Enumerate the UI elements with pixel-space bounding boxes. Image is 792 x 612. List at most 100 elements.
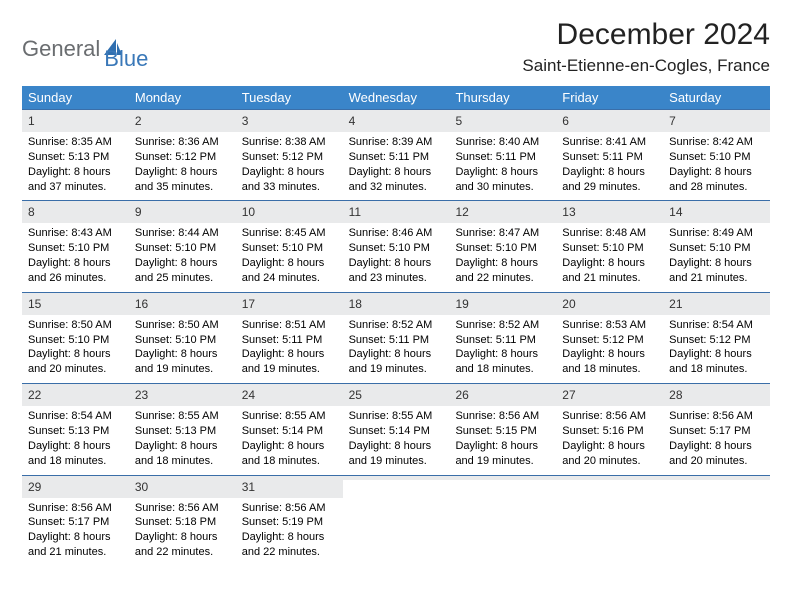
calendar-cell: 21 Sunrise: 8:54 AMSunset: 5:12 PMDayligh…	[663, 292, 770, 383]
calendar-cell: 2Sunrise: 8:36 AMSunset: 5:12 PMDaylight…	[129, 109, 236, 200]
day-number: 30	[135, 480, 148, 494]
day-number: 23	[135, 388, 148, 402]
daylight-text: and 29 minutes.	[562, 180, 657, 195]
sunset-text: Sunset: 5:11 PM	[455, 150, 550, 165]
calendar-cell: 5Sunrise: 8:40 AMSunset: 5:11 PMDaylight…	[449, 109, 556, 200]
sunrise-text: Sunrise: 8:47 AM	[455, 226, 550, 241]
daynum-row: 10	[236, 200, 343, 223]
cell-body: Sunrise: 8:41 AMSunset: 5:11 PMDaylight:…	[556, 132, 663, 194]
cell-body: Sunrise: 8:56 AMSunset: 5:19 PMDaylight:…	[236, 498, 343, 560]
daylight-text: and 24 minutes.	[242, 271, 337, 286]
day-number: 12	[455, 205, 468, 219]
daynum-row: 16	[129, 292, 236, 315]
daynum-row: 9	[129, 200, 236, 223]
cell-body: Sunrise: 8:54 AMSunset: 5:12 PMDaylight:…	[663, 315, 770, 377]
sunset-text: Sunset: 5:18 PM	[135, 515, 230, 530]
daylight-text: Daylight: 8 hours	[349, 347, 444, 362]
sunset-text: Sunset: 5:10 PM	[135, 333, 230, 348]
sunset-text: Sunset: 5:10 PM	[562, 241, 657, 256]
week-row: 22Sunrise: 8:54 AMSunset: 5:13 PMDayligh…	[22, 383, 770, 474]
daylight-text: Daylight: 8 hours	[242, 347, 337, 362]
cell-body: Sunrise: 8:56 AMSunset: 5:17 PMDaylight:…	[663, 406, 770, 468]
cell-body: Sunrise: 8:53 AMSunset: 5:12 PMDaylight:…	[556, 315, 663, 377]
daynum-row	[663, 475, 770, 480]
day-number: 18	[349, 297, 362, 311]
sunset-text: Sunset: 5:10 PM	[349, 241, 444, 256]
daylight-text: Daylight: 8 hours	[562, 165, 657, 180]
daylight-text: and 37 minutes.	[28, 180, 123, 195]
daylight-text: Daylight: 8 hours	[135, 256, 230, 271]
sunrise-text: Sunrise: 8:55 AM	[242, 409, 337, 424]
sunset-text: Sunset: 5:15 PM	[455, 424, 550, 439]
daylight-text: Daylight: 8 hours	[242, 530, 337, 545]
day-number: 8	[28, 205, 35, 219]
calendar-cell	[663, 475, 770, 566]
week-row: 15Sunrise: 8:50 AMSunset: 5:10 PMDayligh…	[22, 292, 770, 383]
daylight-text: and 19 minutes.	[455, 454, 550, 469]
daylight-text: and 35 minutes.	[135, 180, 230, 195]
sunset-text: Sunset: 5:10 PM	[28, 333, 123, 348]
daylight-text: and 18 minutes.	[135, 454, 230, 469]
daynum-row: 23	[129, 383, 236, 406]
daylight-text: and 26 minutes.	[28, 271, 123, 286]
daylight-text: and 32 minutes.	[349, 180, 444, 195]
day-number: 17	[242, 297, 255, 311]
daylight-text: Daylight: 8 hours	[242, 256, 337, 271]
daylight-text: Daylight: 8 hours	[28, 530, 123, 545]
day-header: Friday	[556, 86, 663, 109]
sunrise-text: Sunrise: 8:43 AM	[28, 226, 123, 241]
daylight-text: Daylight: 8 hours	[562, 347, 657, 362]
cell-body: Sunrise: 8:40 AMSunset: 5:11 PMDaylight:…	[449, 132, 556, 194]
sunrise-text: Sunrise: 8:56 AM	[135, 501, 230, 516]
daynum-row: 26	[449, 383, 556, 406]
sunrise-text: Sunrise: 8:41 AM	[562, 135, 657, 150]
sunrise-text: Sunrise: 8:36 AM	[135, 135, 230, 150]
daynum-row: 29	[22, 475, 129, 498]
cell-body: Sunrise: 8:36 AMSunset: 5:12 PMDaylight:…	[129, 132, 236, 194]
daynum-row: 19	[449, 292, 556, 315]
sunrise-text: Sunrise: 8:40 AM	[455, 135, 550, 150]
daylight-text: Daylight: 8 hours	[28, 347, 123, 362]
sunset-text: Sunset: 5:12 PM	[562, 333, 657, 348]
daylight-text: Daylight: 8 hours	[135, 530, 230, 545]
cell-body: Sunrise: 8:38 AMSunset: 5:12 PMDaylight:…	[236, 132, 343, 194]
day-number: 26	[455, 388, 468, 402]
daylight-text: and 19 minutes.	[135, 362, 230, 377]
daylight-text: Daylight: 8 hours	[669, 165, 764, 180]
day-number: 21	[669, 297, 682, 311]
day-number: 1	[28, 114, 35, 128]
calendar-cell: 22Sunrise: 8:54 AMSunset: 5:13 PMDayligh…	[22, 383, 129, 474]
day-number: 10	[242, 205, 255, 219]
daynum-row	[343, 475, 450, 480]
sunrise-text: Sunrise: 8:53 AM	[562, 318, 657, 333]
sunset-text: Sunset: 5:10 PM	[455, 241, 550, 256]
calendar-cell: 9Sunrise: 8:44 AMSunset: 5:10 PMDaylight…	[129, 200, 236, 291]
cell-body: Sunrise: 8:48 AMSunset: 5:10 PMDaylight:…	[556, 223, 663, 285]
daynum-row: 25	[343, 383, 450, 406]
daynum-row: 18	[343, 292, 450, 315]
sunset-text: Sunset: 5:12 PM	[242, 150, 337, 165]
day-header: Tuesday	[236, 86, 343, 109]
sunrise-text: Sunrise: 8:49 AM	[669, 226, 764, 241]
calendar-cell: 14Sunrise: 8:49 AMSunset: 5:10 PMDayligh…	[663, 200, 770, 291]
sunset-text: Sunset: 5:10 PM	[28, 241, 123, 256]
daynum-row: 31	[236, 475, 343, 498]
cell-body: Sunrise: 8:50 AMSunset: 5:10 PMDaylight:…	[22, 315, 129, 377]
daylight-text: and 30 minutes.	[455, 180, 550, 195]
day-number: 19	[455, 297, 468, 311]
daylight-text: Daylight: 8 hours	[669, 256, 764, 271]
daylight-text: Daylight: 8 hours	[28, 165, 123, 180]
day-number: 13	[562, 205, 575, 219]
sunrise-text: Sunrise: 8:55 AM	[349, 409, 444, 424]
day-number: 16	[135, 297, 148, 311]
daylight-text: and 21 minutes.	[562, 271, 657, 286]
daylight-text: and 21 minutes.	[28, 545, 123, 560]
cell-body: Sunrise: 8:56 AMSunset: 5:17 PMDaylight:…	[22, 498, 129, 560]
daylight-text: Daylight: 8 hours	[135, 439, 230, 454]
sunset-text: Sunset: 5:13 PM	[28, 424, 123, 439]
daylight-text: and 33 minutes.	[242, 180, 337, 195]
daynum-row: 7	[663, 109, 770, 132]
day-number: 22	[28, 388, 41, 402]
calendar-cell: 19Sunrise: 8:52 AMSunset: 5:11 PMDayligh…	[449, 292, 556, 383]
daylight-text: and 25 minutes.	[135, 271, 230, 286]
